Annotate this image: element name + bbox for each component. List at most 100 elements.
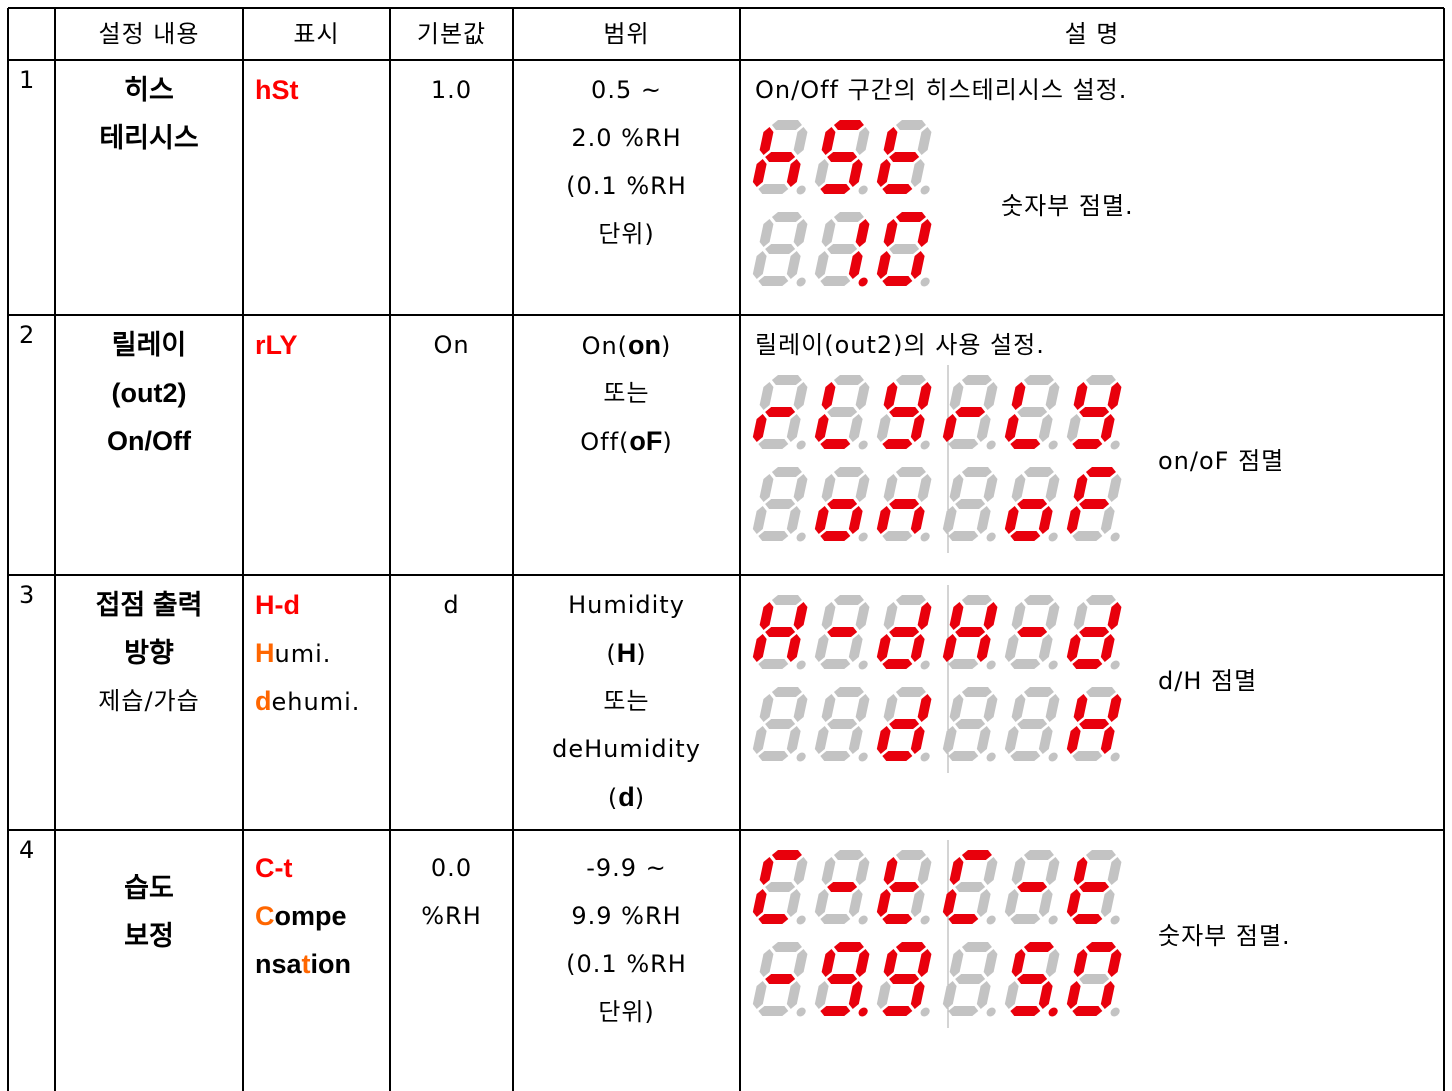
decimal-point <box>796 277 806 287</box>
segment <box>876 159 891 187</box>
segment <box>821 474 836 502</box>
segment <box>821 602 836 630</box>
segment <box>833 120 864 130</box>
text-run: nsa <box>255 949 302 979</box>
segment <box>820 751 851 761</box>
cell-line: (H) <box>606 638 646 669</box>
segment <box>983 949 998 977</box>
segment <box>961 942 992 952</box>
segment <box>942 634 957 662</box>
segment-display <box>752 212 932 287</box>
segment <box>1100 634 1115 662</box>
segment <box>1085 942 1116 952</box>
segment <box>855 219 870 247</box>
segment-display <box>752 687 932 762</box>
segment <box>752 889 767 917</box>
text-run: hSt <box>255 75 299 105</box>
segment <box>1107 949 1122 977</box>
decimal-point <box>1110 915 1120 925</box>
cell-line: (d) <box>608 782 645 813</box>
segment <box>827 627 858 637</box>
segment-display <box>942 687 1122 762</box>
decimal-point <box>1048 532 1058 542</box>
segment <box>1100 981 1115 1009</box>
decimal-point <box>858 915 868 925</box>
segment <box>976 726 991 754</box>
segment <box>820 659 851 669</box>
segment <box>1023 467 1054 477</box>
cell-line: dehumi. <box>255 686 360 717</box>
text-run: C <box>255 901 275 931</box>
digit <box>814 120 870 195</box>
segment <box>1023 687 1054 697</box>
segment <box>983 857 998 885</box>
digit <box>814 467 870 542</box>
segment <box>961 467 992 477</box>
decimal-point <box>986 752 996 762</box>
segment <box>814 981 829 1009</box>
segment <box>1010 439 1041 449</box>
segment <box>793 219 808 247</box>
segment <box>752 981 767 1009</box>
segment <box>1072 531 1103 541</box>
cell-text: On/Off 구간의 히스테리시스 설정. <box>755 76 1128 104</box>
segment <box>949 949 964 977</box>
segment <box>983 382 998 410</box>
segment <box>949 602 964 630</box>
cell-line: Compe <box>255 901 347 932</box>
cell-line: 보정 <box>124 921 174 952</box>
segment <box>948 439 979 449</box>
cell-line: (0.1 %RH <box>566 171 687 201</box>
segment <box>759 474 774 502</box>
segment <box>833 942 864 952</box>
cell-line: (out2) <box>112 378 187 409</box>
digit <box>752 467 808 542</box>
segment <box>1100 506 1115 534</box>
text-run: 테리시스 <box>99 123 199 153</box>
decimal-point <box>986 440 996 450</box>
cell-line: nsation <box>255 949 351 980</box>
segment <box>752 506 767 534</box>
segment <box>910 251 925 279</box>
digit <box>876 687 932 762</box>
digit <box>814 850 870 925</box>
segment <box>889 974 920 984</box>
text-run: 제습/가습 <box>98 687 200 715</box>
segment <box>786 251 801 279</box>
segment <box>976 981 991 1009</box>
segment <box>793 602 808 630</box>
cell-line: (0.1 %RH <box>566 949 687 979</box>
segment <box>820 439 851 449</box>
segment <box>961 595 992 605</box>
segment <box>1017 882 1048 892</box>
segment <box>1038 726 1053 754</box>
segment <box>786 414 801 442</box>
segment <box>814 726 829 754</box>
digit <box>1004 595 1060 670</box>
digit <box>1004 942 1060 1017</box>
segment <box>855 602 870 630</box>
digit <box>942 375 998 450</box>
decimal-point <box>1110 1007 1120 1017</box>
segment <box>1085 375 1116 385</box>
text-run: ompe <box>274 901 347 931</box>
cell-line: 단위) <box>598 997 655 1027</box>
segment <box>1079 719 1110 729</box>
text-run: H-d <box>255 590 300 620</box>
segment <box>793 949 808 977</box>
segment <box>765 407 796 417</box>
segment <box>895 687 926 697</box>
segment <box>765 719 796 729</box>
segment <box>889 499 920 509</box>
cell-line: deHumidity <box>552 734 701 764</box>
segment <box>910 981 925 1009</box>
segment <box>786 726 801 754</box>
decimal-point <box>796 660 806 670</box>
segment <box>948 659 979 669</box>
cell-line: 릴레이 <box>112 330 187 361</box>
segment <box>1017 627 1048 637</box>
segment <box>955 719 986 729</box>
segment <box>1011 474 1026 502</box>
segment <box>1085 850 1116 860</box>
